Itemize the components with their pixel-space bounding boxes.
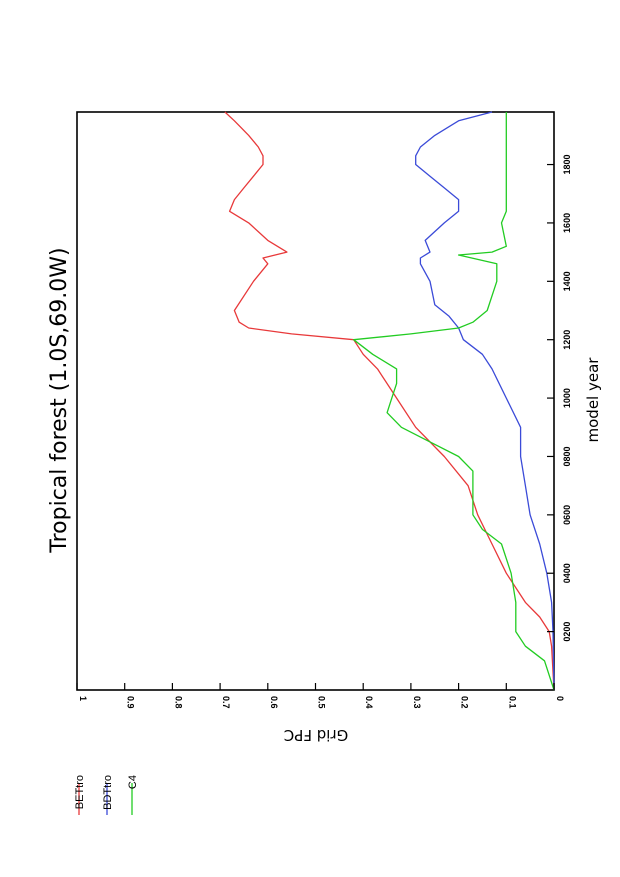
y-tick-label: 0.4 — [364, 696, 374, 709]
y-tick-label: 0 — [555, 696, 565, 701]
series-line-bettro — [224, 111, 555, 691]
x-tick-label: 0200 — [562, 622, 572, 642]
y-tick-label: 0.2 — [460, 696, 470, 709]
x-tick-label: 1800 — [562, 155, 572, 175]
y-tick-label: 1 — [78, 696, 88, 701]
y-tick-label: 0.1 — [507, 696, 517, 709]
x-tick-label: 1200 — [562, 330, 572, 350]
series-line-bdttro — [415, 111, 555, 691]
x-tick-label: 0800 — [562, 446, 572, 466]
chart-title: Tropical forest (1.0S,69.0W) — [47, 247, 72, 553]
y-tick-label: 0.9 — [126, 696, 136, 709]
plot-border — [76, 111, 555, 691]
x-tick-label: 0600 — [562, 505, 572, 525]
legend-label-bettro: BETtro — [74, 775, 86, 809]
plot-frame — [76, 111, 555, 691]
legend: BETtro BDTtro C4 — [74, 775, 139, 815]
x-tick-label: 1400 — [562, 271, 572, 291]
series-layer — [224, 111, 555, 691]
series-line-c4 — [353, 112, 555, 691]
x-tick-label: 1600 — [562, 213, 572, 233]
y-tick-label: 0.3 — [412, 696, 422, 709]
y-tick-label: 0.8 — [173, 696, 183, 709]
y-tick-label: 0.6 — [269, 696, 279, 709]
y-tick-label: 0.7 — [221, 696, 231, 709]
legend-label-c4: C4 — [127, 775, 139, 789]
x-tick-label: 0400 — [562, 563, 572, 583]
y-axis-label: Grid FPC — [284, 726, 348, 744]
ticks-layer: 0 0.1 0.2 0.3 0.4 0.5 0.6 0.7 0.8 0.9 1 0200 0400 060… — [76, 155, 572, 709]
y-tick-label: 0.5 — [317, 696, 327, 709]
legend-label-bdttro: BDTtro — [102, 775, 114, 810]
x-axis-label: model year — [584, 357, 602, 443]
x-tick-label: 1000 — [562, 388, 572, 408]
